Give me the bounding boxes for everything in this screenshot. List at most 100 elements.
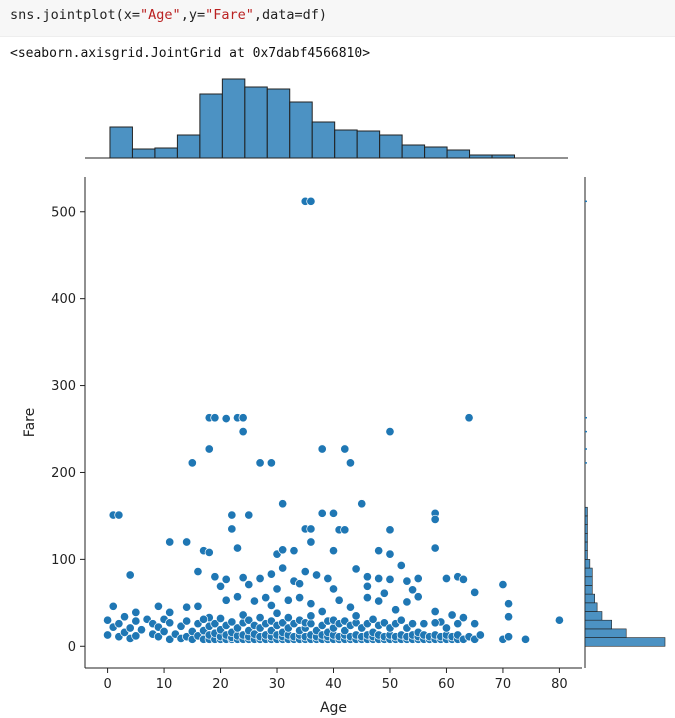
- scatter-point: [165, 607, 175, 617]
- scatter-point: [430, 543, 440, 553]
- y-marginal-bar: [584, 628, 627, 638]
- code-suffix: ,data=df): [253, 7, 328, 23]
- jointplot: 0 10 20 30 40 50 60 70 80 0 100 200 300 400 500 Age Fa…: [22, 78, 666, 716]
- x-marginal-bar: [311, 121, 336, 159]
- scatter-point: [430, 606, 440, 617]
- scatter-point: [504, 599, 514, 609]
- scatter-point: [368, 614, 378, 624]
- y-tick-label: 500: [51, 205, 76, 220]
- scatter-point: [340, 626, 350, 636]
- scatter-point: [306, 611, 316, 621]
- y-marginal-bar: [584, 619, 612, 630]
- y-marginal-bar: [584, 593, 595, 604]
- scatter-point: [413, 592, 423, 602]
- scatter-point: [278, 563, 288, 573]
- y-marginal-bar: [584, 550, 588, 560]
- x-tick-label: 10: [156, 677, 173, 692]
- x-tick-label: 40: [325, 677, 342, 692]
- code-line[interactable]: sns.jointplot(x="Age",y="Fare",data=df): [10, 7, 327, 23]
- x-marginal-bar: [446, 149, 471, 159]
- scatter-point: [504, 612, 514, 622]
- scatter-point: [159, 626, 169, 637]
- scatter-point: [340, 444, 350, 454]
- scatter-point: [153, 601, 163, 611]
- y-tick-label: 400: [51, 292, 76, 307]
- x-marginal-bar: [289, 101, 313, 159]
- axes: 0 10 20 30 40 50 60 70 80 0 100 200 300 400 500: [51, 177, 582, 692]
- scatter-point: [215, 613, 226, 624]
- scatter-point: [193, 566, 203, 577]
- scatter-point: [255, 573, 265, 584]
- x-marginal-bar: [379, 134, 403, 159]
- y-tick-label: 200: [51, 466, 76, 481]
- scatter-point: [261, 593, 271, 603]
- scatter-point: [470, 619, 480, 629]
- scatter-point: [131, 631, 141, 641]
- scatter-point: [283, 613, 293, 623]
- y-marginal-bar: [584, 506, 588, 517]
- scatter-point: [278, 499, 288, 509]
- scatter-point: [153, 632, 163, 642]
- scatter-point: [391, 605, 401, 615]
- y-marginal-bar: [584, 567, 593, 578]
- scatter-point: [103, 630, 113, 640]
- scatter-point: [306, 524, 316, 534]
- scatter-point: [362, 581, 372, 591]
- scatter-point: [379, 588, 389, 598]
- scatter-point: [396, 615, 406, 625]
- scatter-point: [278, 545, 288, 555]
- scatter-point: [408, 585, 418, 595]
- y-tick-label: 100: [51, 553, 76, 568]
- x-marginal-bar: [334, 129, 358, 159]
- scatter-point: [295, 593, 305, 603]
- scatter-point: [210, 572, 220, 582]
- scatter-point: [458, 574, 468, 584]
- scatter-point: [204, 444, 214, 454]
- scatter-point: [498, 580, 508, 590]
- x-marginal-bar: [199, 93, 223, 159]
- scatter-point: [300, 566, 310, 577]
- scatter-point: [221, 595, 231, 605]
- x-marginal-bar: [221, 78, 246, 159]
- scatter-point: [266, 600, 276, 610]
- scatter-point: [402, 576, 412, 586]
- scatter-point: [504, 632, 514, 642]
- scatter-point: [323, 573, 333, 584]
- scatter-point: [221, 414, 231, 424]
- scatter-point: [187, 458, 197, 468]
- scatter-point: [520, 634, 531, 644]
- y-marginal-bar: [584, 637, 666, 647]
- x-tick-label: 70: [495, 677, 512, 692]
- scatter-point: [114, 510, 124, 520]
- scatter-point: [351, 611, 361, 621]
- scatter-point: [131, 616, 141, 626]
- scatter-point: [374, 596, 384, 606]
- scatter-point: [475, 630, 485, 640]
- scatter-point: [413, 573, 423, 584]
- code-cell[interactable]: sns.jointplot(x="Age",y="Fare",data=df): [0, 0, 675, 37]
- scatter-point: [165, 634, 175, 644]
- y-marginal-bar: [584, 602, 598, 612]
- scatter-point: [396, 560, 406, 571]
- scatter-point: [227, 510, 237, 520]
- scatter-point: [182, 602, 192, 612]
- scatter-point: [227, 524, 237, 534]
- y-marginal-bar: [584, 611, 603, 621]
- scatter-point: [306, 599, 316, 609]
- x-marginal-bar: [401, 144, 426, 159]
- code-mid: ,y=: [180, 7, 206, 23]
- scatter-point: [255, 458, 265, 468]
- scatter-point: [136, 625, 147, 635]
- y-marginal-bar: [584, 576, 593, 586]
- scatter-point: [317, 444, 327, 454]
- scatter-point: [238, 610, 248, 620]
- scatter-point: [470, 587, 480, 597]
- scatter-point: [232, 623, 243, 633]
- scatter-plot: [103, 196, 564, 644]
- x-marginal-bar: [244, 86, 268, 159]
- scatter-point: [385, 427, 395, 437]
- scatter-point: [441, 623, 452, 633]
- scatter-point: [238, 573, 248, 583]
- y-tick-label: 300: [51, 379, 76, 394]
- scatter-point: [306, 196, 316, 206]
